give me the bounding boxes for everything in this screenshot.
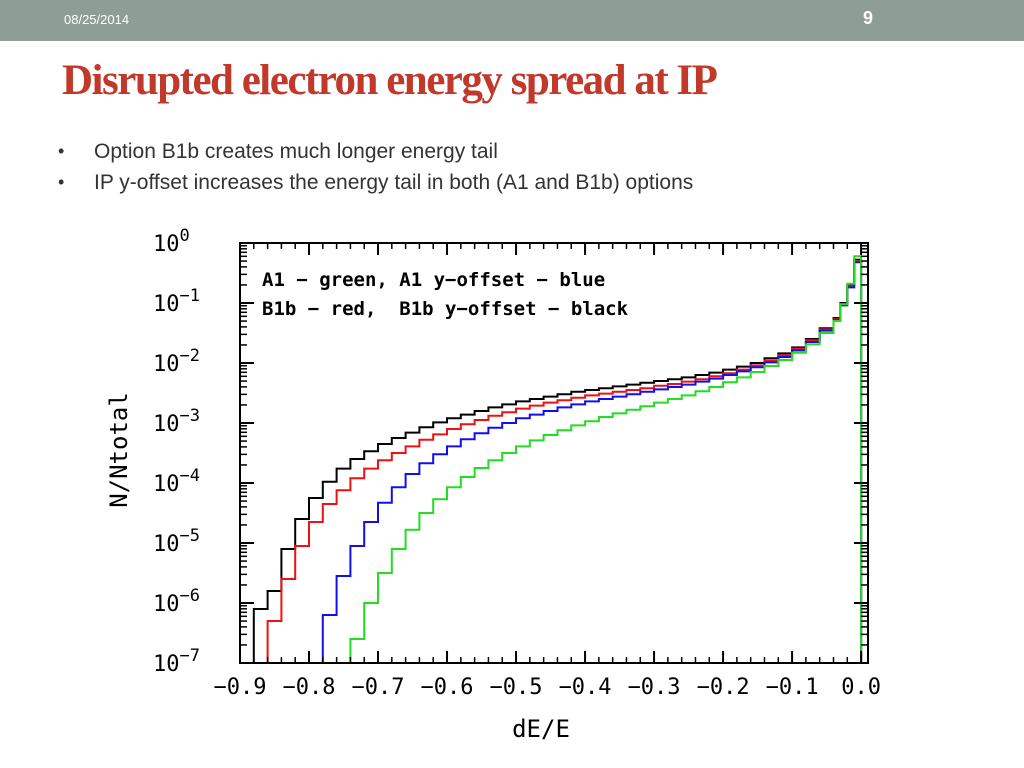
x-tick-label: 0.0 — [841, 675, 881, 700]
slide-date: 08/25/2014 — [64, 12, 130, 27]
y-axis-label: N/Ntotal — [105, 392, 133, 508]
axis-layer: −0.9 −0.8 −0.7 −0.6 −0.5 −0.4 −0.3 −0.2 −0.1 0.0 1… — [153, 226, 881, 700]
series-line-2 — [321, 261, 863, 663]
y-tick-label: 10−6 — [153, 586, 200, 617]
x-tick-label: −0.3 — [628, 675, 681, 700]
x-tick-label: −0.6 — [421, 675, 474, 700]
x-tick-label: −0.1 — [766, 675, 819, 700]
annotation-line-2: B1b − red, B1b y−offset − black — [262, 298, 629, 320]
bullet-list: • Option B1b creates much longer energy t… — [58, 136, 693, 198]
annotation-line-1: A1 − green, A1 y−offset − blue — [262, 269, 605, 291]
y-tick-label: 10−1 — [153, 286, 200, 317]
y-tick-label: 10−3 — [153, 406, 200, 437]
x-tick-label: −0.4 — [559, 675, 612, 700]
bullet-text: Option B1b creates much longer energy ta… — [94, 140, 498, 163]
x-axis-label: dE/E — [512, 715, 570, 743]
y-tick-label: 100 — [153, 226, 190, 257]
slide-title: Disrupted electron energy spread at IP — [62, 57, 718, 104]
header-bar: 08/25/2014 9 — [0, 0, 1024, 41]
bullet-text: IP y-offset increases the energy tail in… — [94, 171, 694, 194]
series-line-0 — [252, 258, 863, 663]
x-tick-label: −0.8 — [283, 675, 336, 700]
x-tick-label: −0.9 — [214, 675, 267, 700]
series-layer — [252, 255, 863, 663]
series-line-1 — [266, 260, 863, 663]
y-tick-label: 10−5 — [153, 526, 200, 557]
x-tick-label: −0.7 — [352, 675, 405, 700]
page-number: 9 — [862, 8, 873, 28]
x-tick-label: −0.2 — [697, 675, 750, 700]
y-tick-label: 10−4 — [153, 466, 200, 497]
bullet-dot-icon: • — [58, 141, 65, 161]
y-tick-label: 10−7 — [153, 646, 200, 677]
bullet-dot-icon: • — [58, 172, 65, 192]
series-line-3 — [349, 255, 863, 663]
bullet-item: • Option B1b creates much longer energy t… — [58, 136, 693, 167]
y-tick-label: 10−2 — [153, 346, 200, 377]
bullet-item: • IP y-offset increases the energy tail i… — [58, 167, 693, 198]
plot-frame — [239, 242, 869, 664]
x-tick-label: −0.5 — [490, 675, 543, 700]
